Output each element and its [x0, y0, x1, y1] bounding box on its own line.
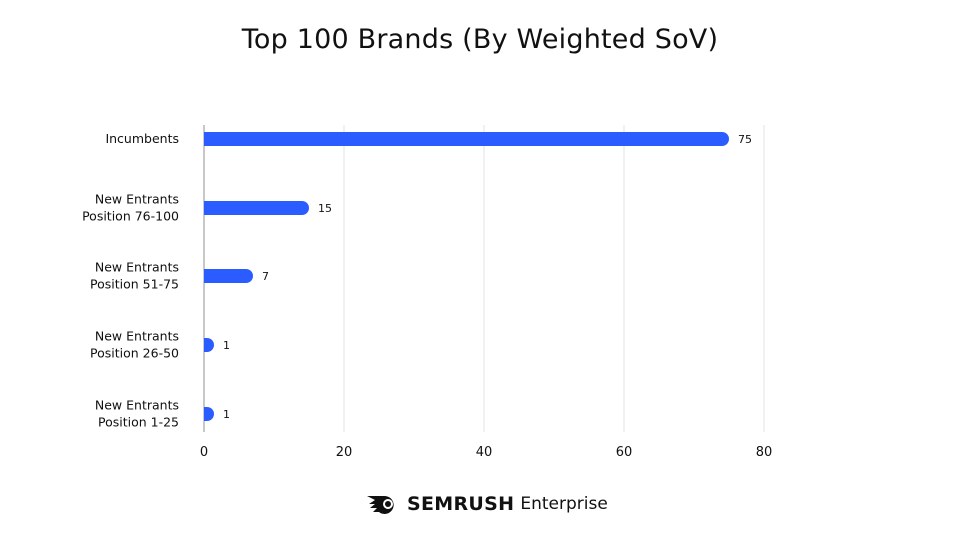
bar: [204, 407, 214, 421]
bar: [204, 201, 309, 215]
logo-brand: SEMRUSH: [407, 493, 515, 515]
category-label: Position 1-25: [98, 415, 179, 430]
category-label: Position 26-50: [90, 346, 179, 361]
category-label: Position 51-75: [90, 277, 179, 292]
x-tick-label: 60: [616, 445, 633, 460]
chart-title: Top 100 Brands (By Weighted SoV): [241, 24, 719, 55]
semrush-enterprise-logo: SEMRUSH Enterprise: [367, 493, 608, 515]
category-label: Position 76-100: [82, 209, 179, 224]
category-label: New Entrants: [95, 329, 179, 344]
data-label: 15: [318, 202, 332, 215]
data-label: 7: [262, 270, 269, 283]
category-label: Incumbents: [105, 131, 179, 146]
x-tick-label: 20: [336, 445, 353, 460]
bar: [204, 132, 729, 146]
data-label: 75: [738, 133, 752, 146]
semrush-fireball-icon: [367, 496, 394, 514]
data-label: 1: [223, 408, 230, 421]
data-label: 1: [223, 339, 230, 352]
x-tick-label: 80: [756, 445, 773, 460]
bar: [204, 338, 214, 352]
logo-product: Enterprise: [520, 494, 608, 514]
category-label: New Entrants: [95, 260, 179, 275]
x-tick-label: 40: [476, 445, 493, 460]
category-label: New Entrants: [95, 192, 179, 207]
x-tick-label: 0: [200, 445, 208, 460]
category-label: New Entrants: [95, 398, 179, 413]
bar: [204, 269, 253, 283]
